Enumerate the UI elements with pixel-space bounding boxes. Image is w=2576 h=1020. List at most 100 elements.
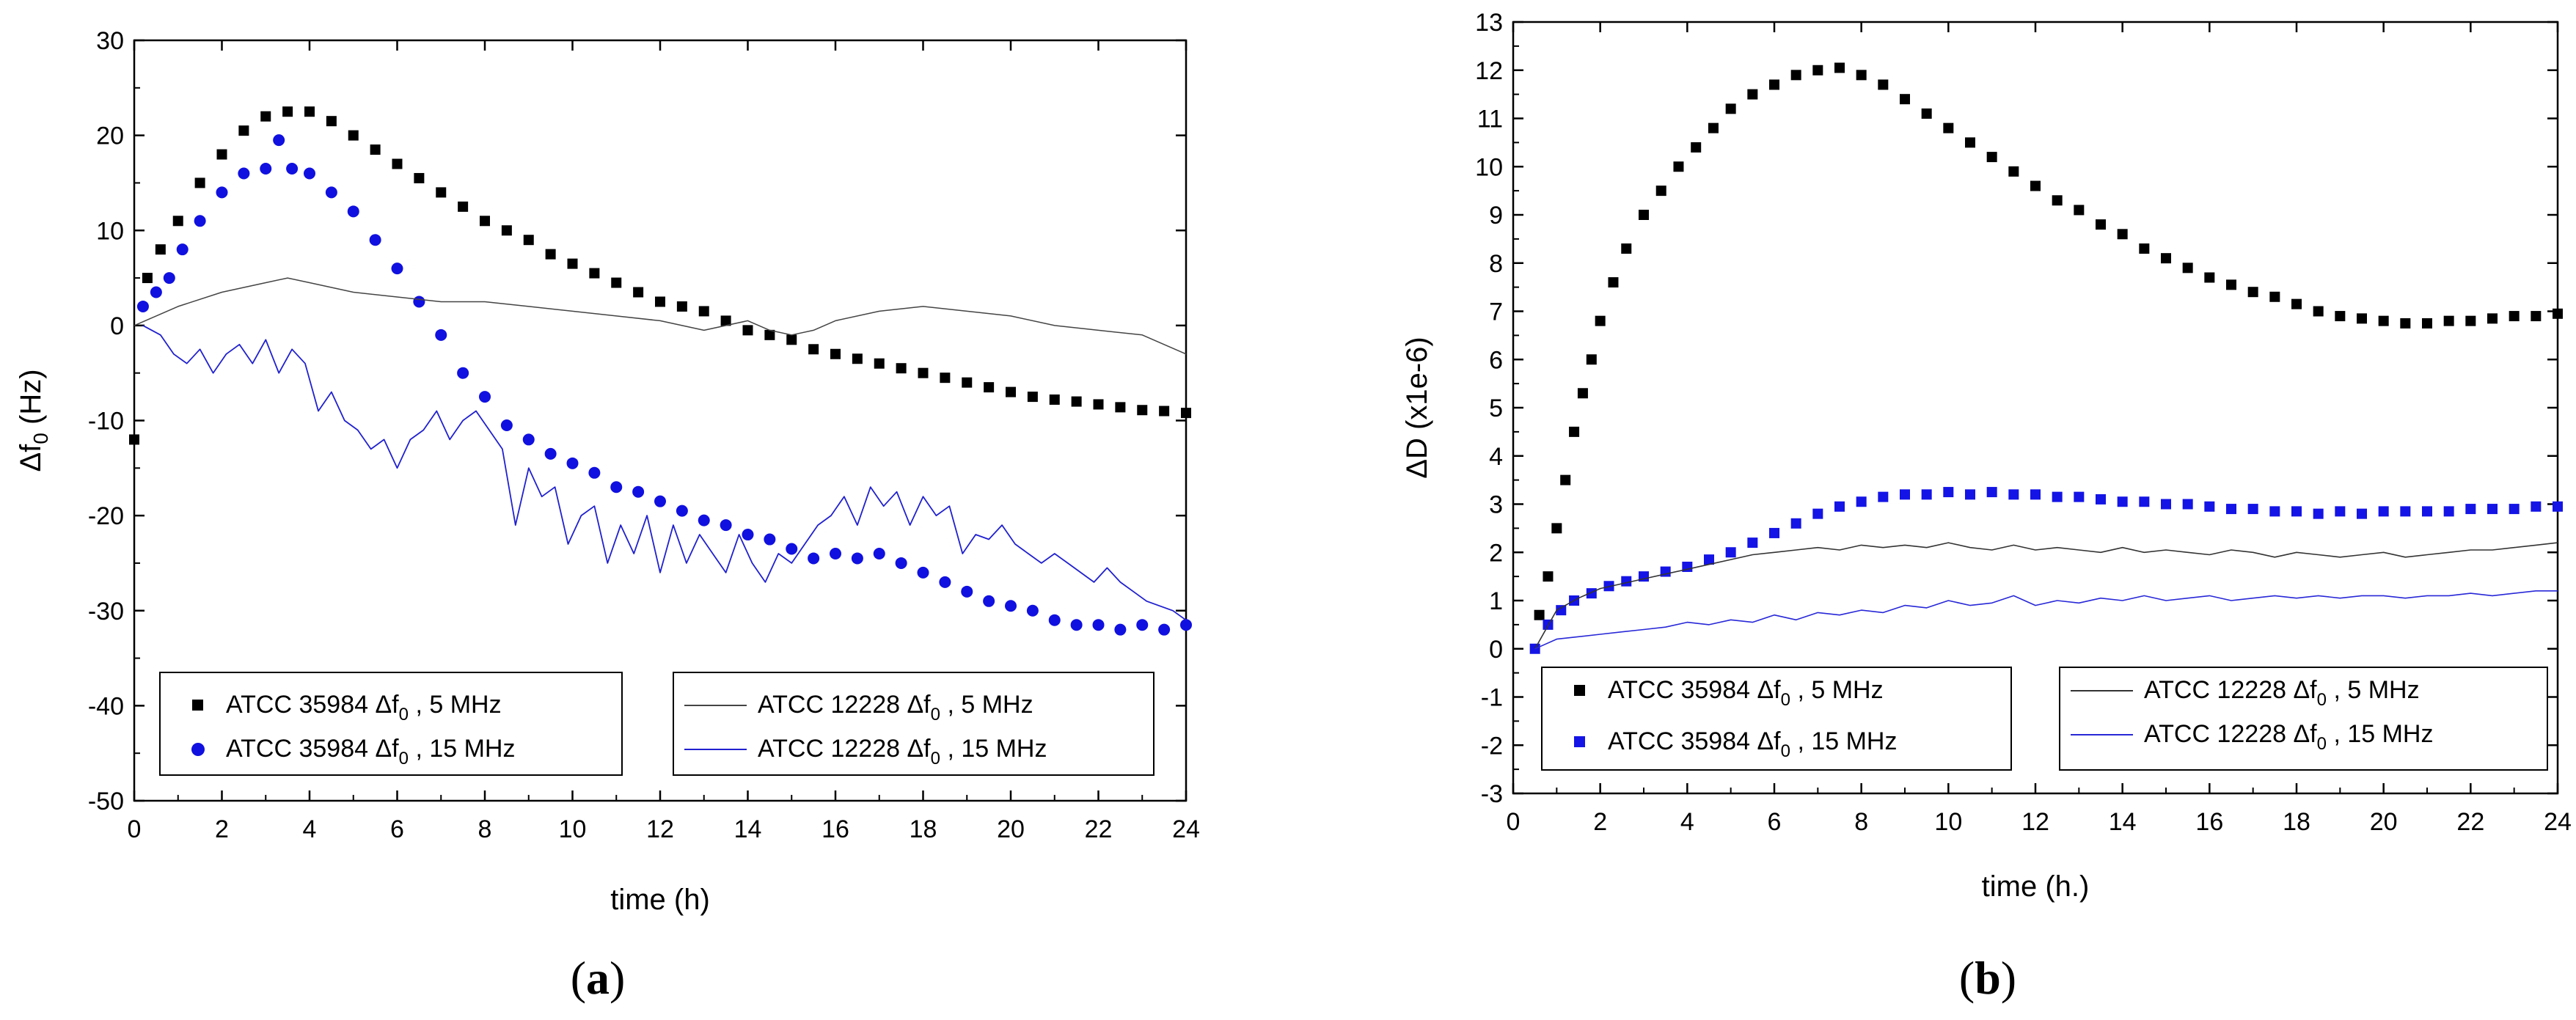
legend-entry: ATCC 35984 Δf0 , 15 MHz [1574,727,1897,761]
data-point [129,434,139,445]
data-point [808,344,819,355]
data-point [216,149,227,160]
data-point [1569,426,1580,437]
data-point [370,144,381,155]
x-tick-label: 4 [1680,808,1694,836]
series-line [1534,590,2558,650]
data-point [1595,315,1606,326]
y-tick-label: 10 [96,217,124,245]
data-point [1048,614,1061,626]
data-point [2422,318,2432,329]
data-point [764,329,775,340]
data-point [1026,604,1039,617]
legend-label-main: ATCC 35984 Δf [226,735,399,763]
data-point [194,215,206,227]
data-point [1655,186,1666,197]
data-point [851,552,863,565]
y-tick-label: 30 [96,27,124,55]
x-tick-label: 2 [1593,808,1607,836]
data-point [1180,619,1192,631]
data-point [260,162,272,175]
data-point [2357,313,2367,324]
legend-label-subscript: 0 [399,749,409,768]
data-point [2030,489,2041,500]
legend-label-subscript: 0 [931,749,940,768]
data-point [588,466,601,479]
data-point [764,533,776,546]
data-point [983,595,995,607]
data-point [632,485,645,498]
data-point [2117,229,2128,240]
data-point [654,495,666,507]
x-axis-label: time (h) [610,884,710,916]
data-point [1556,605,1567,616]
x-tick-label: 22 [1085,815,1113,843]
data-point [522,433,535,446]
data-point [2052,491,2063,502]
panel-label-letter: a [586,952,610,1004]
data-point [2269,291,2280,302]
data-point [1708,122,1719,133]
data-point [2378,315,2389,326]
legend-label: ATCC 35984 Δf0 , 5 MHz [226,691,502,724]
data-point [720,315,731,326]
legend-swatch [1574,736,1585,747]
y-tick-label: 11 [1477,106,1503,133]
data-point [2204,501,2215,512]
y-tick-label: 1 [1489,587,1503,615]
legend-label-main: ATCC 12228 Δf [758,691,931,719]
chart-a: 0 2 4 6 8 10 12 14 16 18 20 22 24-50-40-30-20-100102… [15,27,1200,1004]
data-point [2400,506,2411,517]
legend-label-main: ATCC 35984 Δf [1608,676,1781,704]
data-point [1921,489,1932,500]
data-point [1092,619,1105,631]
legend-label-tail: , 5 MHz [409,691,502,719]
data-point [2074,205,2085,216]
data-point [545,249,556,260]
x-tick-label: 18 [2283,808,2310,836]
data-point [2161,499,2171,510]
legend-swatch [191,743,205,756]
y-axis-label: Δf0 (Hz) [15,369,52,472]
x-tick-label: 14 [2109,808,2137,836]
data-point [2139,496,2150,507]
data-point [282,106,293,117]
data-point [918,367,929,378]
data-point [136,300,149,312]
data-point [458,201,469,212]
x-tick-label: 16 [822,815,849,843]
panel-label-open: ( [1959,952,1975,1004]
legend-entry: ATCC 12228 Δf0 , 5 MHz [684,691,1033,724]
x-tick-label: 6 [1768,808,1782,836]
data-point [698,514,710,526]
data-point [2117,496,2128,507]
data-point [2291,506,2302,517]
data-point [1136,619,1149,631]
legend-entry: ATCC 12228 Δf0 , 5 MHz [2071,676,2420,710]
y-tick-label: -40 [88,692,124,720]
data-point [2553,308,2563,319]
data-point [2357,508,2367,519]
data-point [1834,501,1845,512]
data-point [633,287,644,298]
data-point [896,363,907,374]
data-point [852,353,863,364]
y-tick-label: 5 [1489,395,1503,422]
data-point [2052,195,2063,206]
data-point [1965,489,1975,500]
y-tick-label: 7 [1489,298,1503,326]
data-point [2008,166,2019,177]
legend-label: ATCC 35984 Δf0 , 15 MHz [1608,727,1897,761]
data-point [304,167,315,180]
data-point [1725,103,1736,114]
data-point [176,243,189,256]
y-tick-label: -50 [88,788,124,815]
y-tick-label: -10 [88,408,124,436]
data-point [1900,489,1910,500]
data-point [1577,388,1588,399]
y-tick-label: -3 [1481,780,1503,808]
data-point [500,419,513,431]
data-point [2182,263,2193,274]
